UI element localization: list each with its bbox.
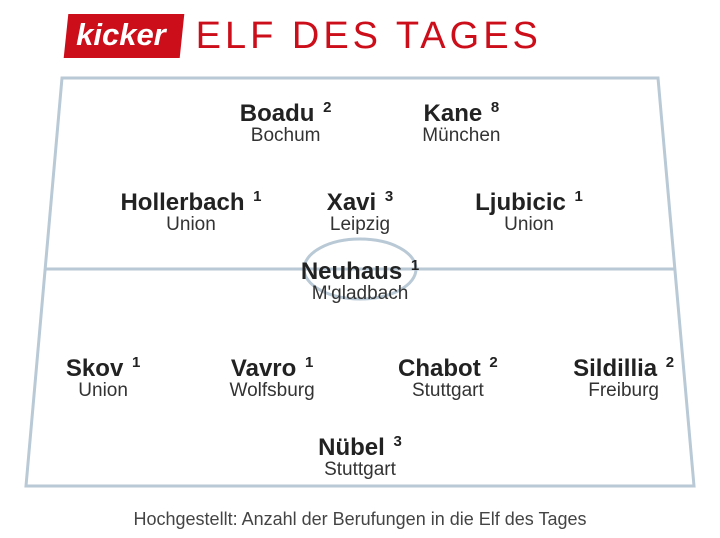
player-name: Nübel 3 <box>318 434 402 460</box>
player-count: 2 <box>323 99 331 116</box>
player-count: 1 <box>575 188 583 205</box>
player-name: Xavi 3 <box>327 189 393 215</box>
player-nübel: Nübel 3Stuttgart <box>318 434 402 481</box>
player-club: Bochum <box>240 126 332 147</box>
player-name: Neuhaus 1 <box>301 258 419 284</box>
player-kane: Kane 8München <box>422 100 500 147</box>
player-count: 2 <box>489 354 497 371</box>
player-club: Union <box>66 381 140 402</box>
player-ljubicic: Ljubicic 1Union <box>475 189 583 236</box>
player-boadu: Boadu 2Bochum <box>240 100 332 147</box>
kicker-logo: kicker <box>64 14 184 58</box>
player-count: 1 <box>132 354 140 371</box>
player-count: 1 <box>253 188 261 205</box>
player-neuhaus: Neuhaus 1M'gladbach <box>301 258 419 305</box>
players-layer: Boadu 2BochumKane 8MünchenHollerbach 1Un… <box>22 72 698 490</box>
player-club: Union <box>475 215 583 236</box>
player-name: Boadu 2 <box>240 100 332 126</box>
player-count: 1 <box>411 257 419 274</box>
player-name: Skov 1 <box>66 355 140 381</box>
player-name: Kane 8 <box>422 100 500 126</box>
player-count: 8 <box>491 99 499 116</box>
player-name: Sildillia 2 <box>573 355 674 381</box>
player-name: Vavro 1 <box>230 355 315 381</box>
player-skov: Skov 1Union <box>66 355 140 402</box>
player-vavro: Vavro 1Wolfsburg <box>230 355 315 402</box>
player-club: München <box>422 126 500 147</box>
page-title: ELF DES TAGES <box>196 15 542 58</box>
player-club: Freiburg <box>573 381 674 402</box>
player-name: Hollerbach 1 <box>120 189 261 215</box>
player-club: Leipzig <box>327 215 393 236</box>
player-club: Union <box>120 215 261 236</box>
player-name: Ljubicic 1 <box>475 189 583 215</box>
footnote: Hochgestellt: Anzahl der Berufungen in d… <box>0 509 720 530</box>
logo-text: kicker <box>76 17 166 53</box>
player-club: M'gladbach <box>301 284 419 305</box>
player-count: 3 <box>385 188 393 205</box>
header: kicker ELF DES TAGES <box>0 0 720 58</box>
player-chabot: Chabot 2Stuttgart <box>398 355 498 402</box>
player-xavi: Xavi 3Leipzig <box>327 189 393 236</box>
player-count: 1 <box>305 354 313 371</box>
player-name: Chabot 2 <box>398 355 498 381</box>
player-hollerbach: Hollerbach 1Union <box>120 189 261 236</box>
player-count: 3 <box>394 433 402 450</box>
player-sildillia: Sildillia 2Freiburg <box>573 355 674 402</box>
player-count: 2 <box>666 354 674 371</box>
player-club: Wolfsburg <box>230 381 315 402</box>
player-club: Stuttgart <box>398 381 498 402</box>
player-club: Stuttgart <box>318 460 402 481</box>
